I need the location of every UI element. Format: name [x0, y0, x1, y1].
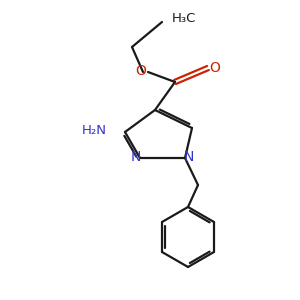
Text: H₂N: H₂N	[82, 124, 107, 136]
Text: N: N	[184, 150, 194, 164]
Text: O: O	[136, 64, 146, 78]
Text: H₃C: H₃C	[172, 11, 196, 25]
Text: N: N	[131, 150, 141, 164]
Text: O: O	[210, 61, 220, 75]
